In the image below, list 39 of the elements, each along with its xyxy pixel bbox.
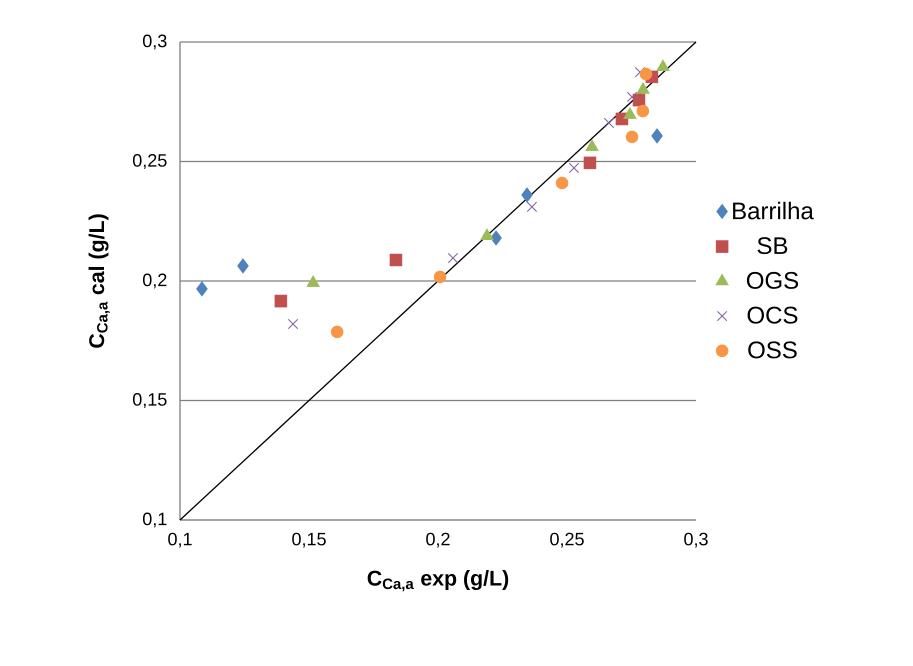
point [626, 130, 638, 144]
point [390, 254, 402, 266]
point [640, 68, 652, 80]
point [288, 318, 298, 330]
point [556, 176, 568, 190]
x-tick-label: 0,1 [168, 532, 192, 548]
text: C$_{Ca,a}$ exp (g/L) [368, 570, 508, 592]
point [274, 294, 288, 308]
y-tick-label: 0,2 [142, 274, 166, 288]
point [196, 281, 208, 296]
point [632, 94, 646, 106]
point [651, 128, 663, 144]
y-tick-label: 0,25 [132, 154, 167, 169]
text: C$_{Ca,a}$ cal (g/L) [88, 214, 110, 348]
x-tick-label: 0,3 [684, 532, 708, 548]
legend-label: OGS [746, 272, 798, 289]
point [330, 326, 344, 338]
legend-label: Barrilha [733, 202, 814, 220]
point [526, 202, 538, 212]
point [448, 252, 458, 264]
y-tick-label: 0,3 [142, 34, 167, 50]
point [490, 230, 502, 246]
point [626, 92, 638, 102]
point [434, 270, 446, 284]
point [521, 187, 533, 203]
y-tick-label: 0,1 [142, 512, 166, 528]
point [604, 118, 614, 128]
x-tick-label: 0,2 [426, 532, 450, 548]
x-tick-label: 0,15 [292, 532, 326, 548]
legend-label: OCS [748, 306, 798, 324]
point [584, 156, 596, 170]
y-tick-label: 0,15 [132, 393, 167, 408]
point [568, 162, 580, 174]
point [237, 258, 249, 274]
point [636, 104, 650, 118]
legend-label: SB [758, 237, 788, 254]
x-tick-label: 0,25 [550, 532, 584, 548]
legend-label: OSS [748, 341, 797, 358]
point [634, 66, 646, 78]
